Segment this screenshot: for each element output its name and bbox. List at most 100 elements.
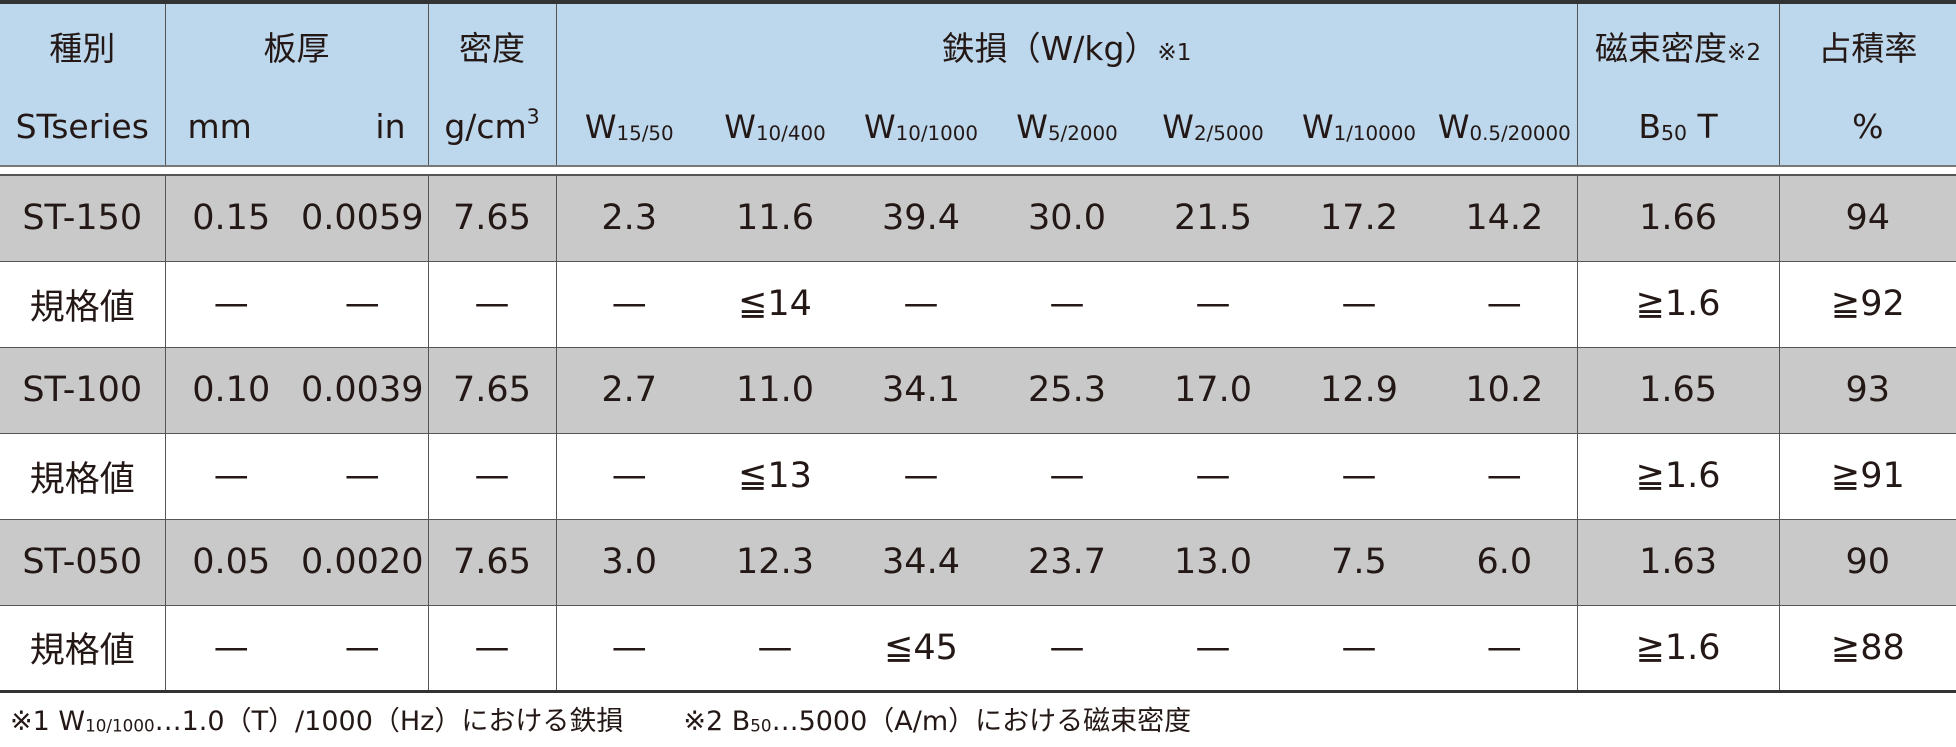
data-cell: 34.4 [848,519,994,606]
data-cell: — [555,605,702,693]
spec-table: 種別 板厚 密度 鉄損（W/kg）※1 磁束密度※2 占積率 STseries … [0,0,1956,693]
data-cell: ≦14 [702,261,848,348]
footnote-text: …1.0（T）/1000（Hz）における鉄損 [154,705,624,737]
unit-sub: 15/50 [616,121,674,145]
data-cell: 0.15 [164,175,297,262]
unit-sup: 3 [526,104,540,129]
data-cell: — [848,261,994,348]
unit-sub: 10/1000 [895,121,978,145]
unit-text: W [1162,107,1194,146]
data-cell: ≧1.6 [1576,433,1780,520]
unit-sub: 2/5000 [1193,121,1264,145]
header-cell: g/cm3 [427,88,556,166]
data-cell: 規格値 [0,261,165,348]
header-cell: W5/2000 [994,88,1140,166]
data-cell: — [1286,261,1432,348]
data-cell: 6.0 [1432,519,1578,606]
data-row: 規格値 — — — — ≦14— — — — — ≧1.6 ≧92 [0,261,1956,348]
data-cell: 94 [1778,175,1956,262]
data-cell: — [1140,605,1286,693]
unit-text: W [863,107,896,146]
data-cell: — [1432,605,1578,693]
data-cell: 規格値 [0,433,165,520]
data-cell: — [1286,605,1432,693]
header-text: 磁束密度 [1595,29,1728,68]
footnote-sub: 10/1000 [85,715,155,736]
data-cell: 2.7 [555,347,702,434]
unit-text: W [724,107,756,146]
data-cell: ≧88 [1778,605,1956,693]
data-cell: — [164,261,297,348]
data-cell: — [297,605,428,693]
unit-sub: 10/400 [755,121,826,145]
data-cell: 14.2 [1432,175,1578,262]
header-cell: mm [164,88,297,166]
data-cell: ST-100 [0,347,165,434]
data-row: 規格値 — — — — ≦13— — — — — ≧1.6 ≧91 [0,433,1956,520]
header-text: 鉄損（W/kg） [941,29,1158,68]
data-cell: — [1432,261,1578,348]
data-cell: 21.5 [1140,175,1286,262]
unit-text: W [1016,107,1048,146]
footnote: ※1 W10/1000…1.0（T）/1000（Hz）における鉄損 [10,706,623,737]
data-row: 規格値 — — — — — ≦45— — — — ≧1.6 ≧88 [0,605,1956,693]
header-cell: 密度 [427,2,556,88]
note-mark: ※2 [1727,40,1762,66]
data-cell: 90 [1778,519,1956,606]
data-cell: 39.4 [848,175,994,262]
data-cell: — [994,433,1140,520]
spacer-row [0,165,1956,176]
data-cell: ≧92 [1778,261,1956,348]
header-cell: W2/5000 [1140,88,1286,166]
data-cell: 25.3 [994,347,1140,434]
data-cell: 11.0 [702,347,848,434]
data-cell: 0.10 [164,347,297,434]
spacer [0,165,1956,176]
data-row: ST-150 0.15 0.0059 7.65 2.3 11.6 39.4 30.0 21.5 1… [0,175,1956,262]
unit-sub: 5/2000 [1047,121,1118,145]
data-cell: 0.05 [164,519,297,606]
unit-text: W [1437,107,1470,146]
data-row: ST-100 0.10 0.0039 7.65 2.7 11.0 34.1 25.3 17.0 1… [0,347,1956,434]
data-cell: — [427,261,556,348]
header-cell: W0.5/20000 [1432,88,1578,166]
unit-sub: 0.5/20000 [1469,121,1571,145]
data-cell: — [164,433,297,520]
data-cell: — [427,433,556,520]
data-cell: — [555,433,702,520]
data-cell: — [297,261,428,348]
data-cell: 1.63 [1576,519,1780,606]
footnote-text: ※2 B [683,705,751,737]
unit-text: T [1687,107,1718,146]
data-cell: 30.0 [994,175,1140,262]
footnote: ※2 B50…5000（A/m）における磁束密度 [683,706,1191,737]
header-row: 種別 板厚 密度 鉄損（W/kg）※1 磁束密度※2 占積率 [0,2,1956,88]
data-cell: — [427,605,556,693]
data-cell: 7.65 [427,347,556,434]
data-cell: 7.5 [1286,519,1432,606]
header-cell: STseries [0,88,165,166]
data-cell: ST-050 [0,519,165,606]
data-cell: — [164,605,297,693]
header-row: STseries mm in g/cm3 W15/50 W10/400 W10/10… [0,88,1956,166]
header-cell: 磁束密度※2 [1576,2,1780,88]
data-cell: 10.2 [1432,347,1578,434]
data-cell: 規格値 [0,605,165,693]
data-cell: — [994,261,1140,348]
data-cell: ≧1.6 [1576,261,1780,348]
data-cell: 12.9 [1286,347,1432,434]
data-cell: — [1140,261,1286,348]
data-cell: 0.0059 [297,175,428,262]
data-cell: — [1286,433,1432,520]
header-cell: W1/10000 [1286,88,1432,166]
data-row: ST-050 0.05 0.0020 7.65 3.0 12.3 34.4 23.7 13.0 7… [0,519,1956,606]
data-cell: 0.0020 [297,519,428,606]
header-cell: in [297,88,428,166]
data-cell: 12.3 [702,519,848,606]
note-mark: ※1 [1157,40,1192,66]
data-cell: — [297,433,428,520]
unit-text: W [1301,107,1334,146]
data-cell: 13.0 [1140,519,1286,606]
data-cell: — [994,605,1140,693]
